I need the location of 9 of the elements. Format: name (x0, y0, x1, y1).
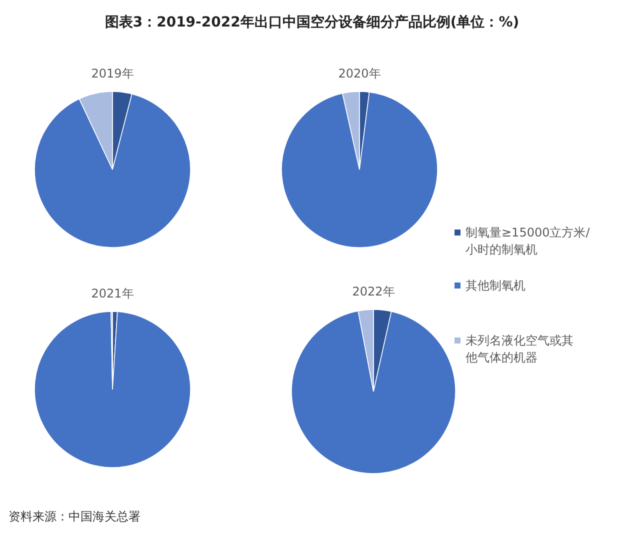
chart-title: 2019年 (91, 66, 134, 80)
text: 图表3：2019-2022年出口中国空分设备细分产品比例(单位：%) (104, 14, 520, 30)
chart-title: 2022年 (352, 284, 395, 298)
text: 资料来源：中国海关总署 (8, 510, 140, 524)
chart-title: 2020年 (338, 66, 381, 80)
legend-label: 制氧量≥15000立方米/小时的制氧机 (466, 226, 591, 256)
chart-title: 2021年 (91, 286, 134, 300)
legend-label: 其他制氧机 (466, 278, 526, 292)
legend-label: 未列名液化空气或其他气体的机器 (466, 334, 574, 364)
